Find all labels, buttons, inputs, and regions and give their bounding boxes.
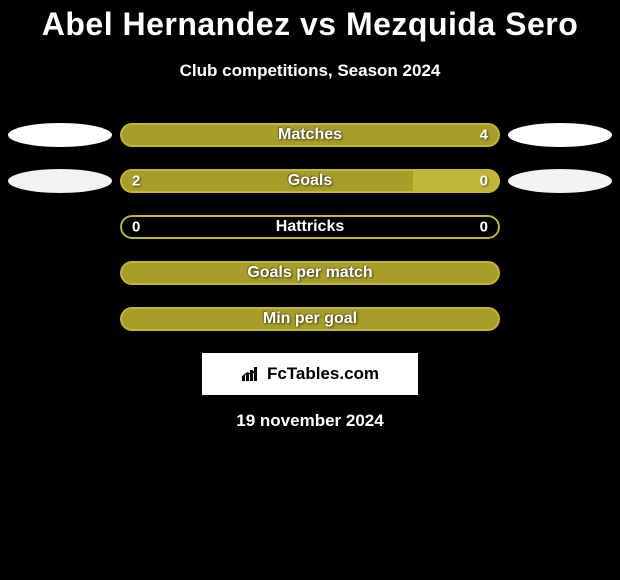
stat-label: Matches — [278, 126, 342, 144]
subtitle: Club competitions, Season 2024 — [0, 61, 620, 81]
stat-rows: 4 Matches 2 0 Goals 0 0 Hattricks Goals per matc… — [0, 123, 620, 331]
stat-value-right: 4 — [480, 127, 488, 144]
player-right-marker — [508, 123, 612, 147]
stat-label: Goals per match — [247, 264, 372, 282]
stat-row-goals: 2 0 Goals — [0, 169, 620, 193]
stat-row-goals-per-match: Goals per match — [0, 261, 620, 285]
bars-icon — [241, 366, 263, 382]
page-title: Abel Hernandez vs Mezquida Sero — [0, 6, 620, 43]
logo: FcTables.com — [241, 364, 379, 384]
logo-box[interactable]: FcTables.com — [202, 353, 418, 395]
player-left-marker — [8, 169, 112, 193]
stat-bar-matches: 4 Matches — [120, 123, 500, 147]
stat-label: Goals — [288, 172, 332, 190]
stat-value-left: 0 — [132, 219, 140, 236]
stat-value-right: 0 — [480, 219, 488, 236]
stat-value-left: 2 — [132, 173, 140, 190]
stat-bar-goals-per-match: Goals per match — [120, 261, 500, 285]
stat-row-matches: 4 Matches — [0, 123, 620, 147]
date: 19 november 2024 — [0, 411, 620, 431]
logo-text: FcTables.com — [267, 364, 379, 384]
stat-row-hattricks: 0 0 Hattricks — [0, 215, 620, 239]
stat-label: Min per goal — [263, 310, 357, 328]
stat-bar-goals: 2 0 Goals — [120, 169, 500, 193]
bar-seg-left — [120, 169, 413, 193]
stat-bar-min-per-goal: Min per goal — [120, 307, 500, 331]
stat-row-min-per-goal: Min per goal — [0, 307, 620, 331]
stat-label: Hattricks — [276, 218, 344, 236]
stat-bar-hattricks: 0 0 Hattricks — [120, 215, 500, 239]
player-left-marker — [8, 123, 112, 147]
stat-value-right: 0 — [480, 173, 488, 190]
comparison-card: Abel Hernandez vs Mezquida Sero Club com… — [0, 0, 620, 431]
player-right-marker — [508, 169, 612, 193]
